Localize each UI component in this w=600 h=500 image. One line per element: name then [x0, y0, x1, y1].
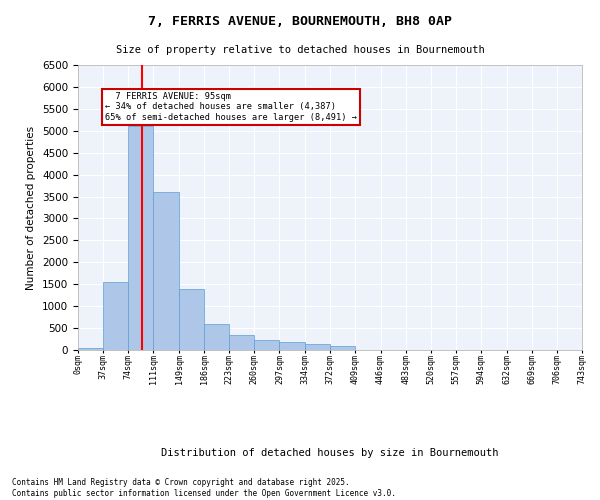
Y-axis label: Number of detached properties: Number of detached properties — [26, 126, 37, 290]
Bar — [280, 342, 305, 350]
Bar — [204, 324, 229, 350]
Bar — [254, 340, 280, 350]
Text: Distribution of detached houses by size in Bournemouth: Distribution of detached houses by size … — [161, 448, 499, 458]
Bar — [305, 344, 331, 350]
Bar — [229, 334, 254, 350]
Bar — [103, 282, 128, 350]
Bar — [78, 348, 103, 350]
Text: 7 FERRIS AVENUE: 95sqm
← 34% of detached houses are smaller (4,387)
65% of semi-: 7 FERRIS AVENUE: 95sqm ← 34% of detached… — [105, 92, 357, 122]
Text: Contains HM Land Registry data © Crown copyright and database right 2025.
Contai: Contains HM Land Registry data © Crown c… — [12, 478, 396, 498]
Bar — [153, 192, 179, 350]
Bar — [128, 126, 153, 350]
Text: 7, FERRIS AVENUE, BOURNEMOUTH, BH8 0AP: 7, FERRIS AVENUE, BOURNEMOUTH, BH8 0AP — [148, 15, 452, 28]
Bar — [179, 288, 204, 350]
Text: Size of property relative to detached houses in Bournemouth: Size of property relative to detached ho… — [116, 45, 484, 55]
Bar — [331, 346, 355, 350]
